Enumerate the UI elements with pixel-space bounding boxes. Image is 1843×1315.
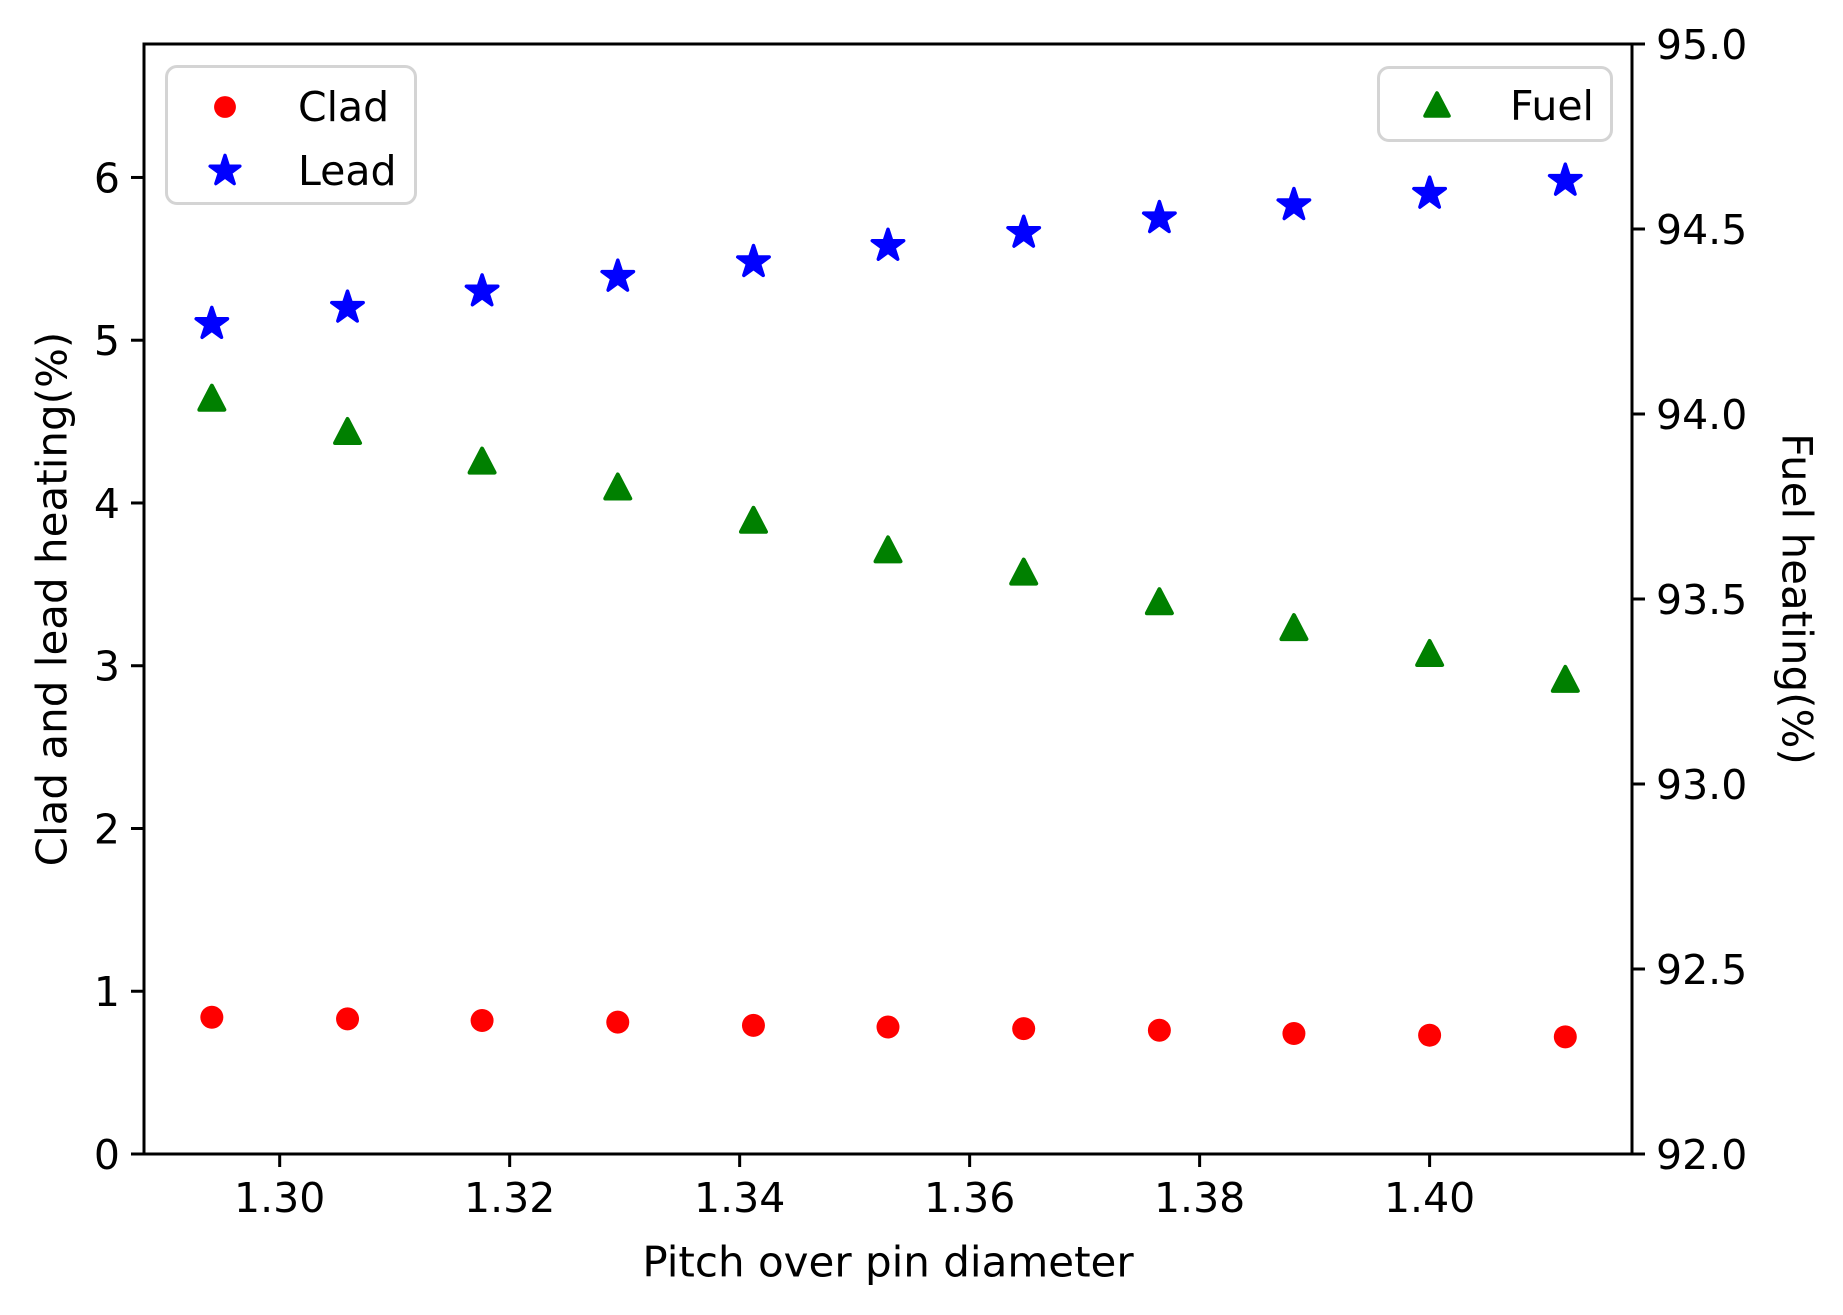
- right-y-axis-label: Fuel heating(%): [1772, 433, 1822, 765]
- x-tick-label: 1.36: [924, 1174, 1015, 1222]
- clad-data-point: [336, 1007, 360, 1031]
- legend-label-clad: Clad: [298, 82, 390, 131]
- lead-data-point: [194, 305, 230, 340]
- right-y-tick-label: 95.0: [1656, 21, 1747, 69]
- x-tick-label: 1.30: [234, 1174, 325, 1222]
- clad-circle-marker-icon: [190, 85, 260, 129]
- clad-legend-glyph: [214, 96, 236, 118]
- x-tick-label: 1.34: [694, 1174, 785, 1222]
- fuel-data-point: [197, 383, 227, 412]
- clad-data-point: [1012, 1017, 1036, 1041]
- x-axis-label: Pitch over pin diameter: [642, 1237, 1134, 1287]
- fuel-data-point: [873, 535, 903, 564]
- right-y-tick-label: 93.5: [1656, 576, 1747, 624]
- right-y-tick-label: 92.0: [1656, 1131, 1747, 1179]
- fuel-data-point: [467, 446, 497, 475]
- legend-clad-lead: Clad Lead: [165, 65, 417, 205]
- clad-data-point: [470, 1009, 494, 1033]
- lead-star-marker-icon: [190, 149, 260, 193]
- lead-data-point: [1412, 175, 1448, 209]
- left-y-tick-label: 0: [94, 1131, 120, 1179]
- fuel-data-point: [603, 472, 633, 501]
- left-y-axis-label: Clad and lead heating(%): [27, 331, 77, 867]
- lead-data-point: [1276, 186, 1312, 221]
- x-tick-label: 1.40: [1384, 1174, 1475, 1222]
- legend-item-fuel: Fuel: [1380, 74, 1610, 138]
- fuel-triangle-marker-icon: [1402, 84, 1472, 128]
- legend-item-lead: Lead: [168, 139, 414, 203]
- clad-data-point: [876, 1015, 900, 1039]
- lead-data-point: [1141, 199, 1177, 234]
- left-y-tick-label: 3: [94, 643, 120, 691]
- fuel-data-point: [1009, 557, 1039, 586]
- clad-data-point: [1418, 1023, 1442, 1047]
- left-y-tick-label: 1: [94, 968, 120, 1016]
- x-tick-label: 1.32: [464, 1174, 555, 1222]
- fuel-data-point: [1550, 664, 1580, 693]
- clad-data-point: [741, 1013, 765, 1037]
- clad-data-point: [1553, 1025, 1577, 1049]
- right-y-tick-label: 94.5: [1656, 206, 1747, 254]
- axes-spines: [142, 42, 1634, 1156]
- lead-data-point: [330, 289, 365, 323]
- legend-item-clad: Clad: [168, 75, 414, 139]
- left-y-tick-label: 4: [94, 480, 120, 528]
- fuel-legend-glyph: [1423, 91, 1451, 118]
- fuel-data-point: [1415, 639, 1445, 667]
- right-y-tick-label: 92.5: [1656, 946, 1747, 994]
- lead-data-point: [870, 227, 906, 261]
- fuel-data-point: [333, 417, 363, 445]
- fuel-data-point: [1144, 587, 1174, 616]
- lead-data-point: [600, 258, 636, 292]
- clad-data-point: [606, 1010, 630, 1034]
- lead-legend-glyph: [208, 153, 242, 186]
- lead-data-point: [1006, 214, 1042, 248]
- clad-data-point: [200, 1005, 224, 1029]
- right-y-tick-label: 93.0: [1656, 761, 1747, 809]
- fuel-data-point: [738, 505, 768, 534]
- right-y-tick-label: 94.0: [1656, 391, 1747, 439]
- left-y-tick-label: 6: [94, 154, 120, 202]
- lead-data-point: [1547, 162, 1583, 196]
- legend-label-fuel: Fuel: [1510, 81, 1594, 130]
- clad-data-point: [1147, 1018, 1171, 1042]
- x-tick-label: 1.38: [1154, 1174, 1245, 1222]
- fuel-data-point: [1279, 613, 1309, 642]
- left-y-tick-label: 5: [94, 317, 120, 365]
- lead-data-point: [464, 273, 500, 307]
- lead-data-point: [736, 243, 771, 278]
- clad-data-point: [1282, 1022, 1306, 1046]
- legend-fuel: Fuel: [1377, 66, 1613, 142]
- left-y-tick-label: 2: [94, 805, 120, 853]
- legend-label-lead: Lead: [298, 146, 397, 195]
